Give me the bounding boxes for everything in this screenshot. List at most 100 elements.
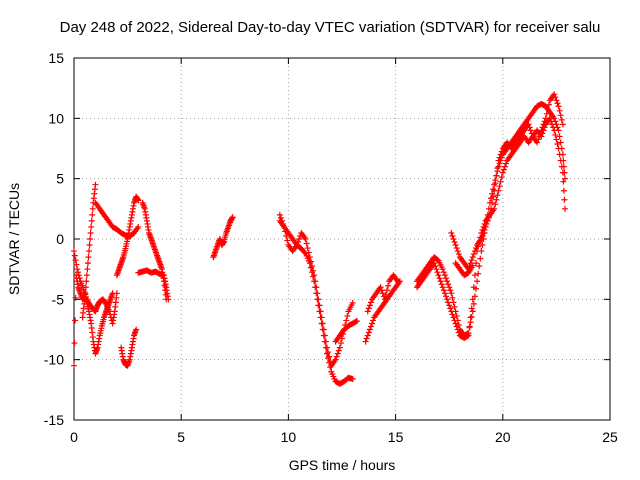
data-point bbox=[89, 211, 96, 218]
series-seg3b bbox=[276, 211, 356, 369]
data-point bbox=[135, 197, 142, 204]
data-point bbox=[453, 323, 460, 330]
data-point bbox=[555, 145, 562, 152]
plot-frame bbox=[73, 57, 611, 421]
data-point bbox=[87, 229, 94, 236]
data-point bbox=[440, 287, 447, 294]
series-seg1c bbox=[79, 181, 99, 321]
data-point bbox=[442, 275, 449, 282]
data-point bbox=[439, 266, 446, 273]
data-point bbox=[496, 154, 503, 161]
data-point bbox=[440, 269, 447, 276]
y-tick-label: -5 bbox=[52, 291, 65, 307]
data-point bbox=[362, 338, 369, 345]
data-point bbox=[87, 236, 94, 242]
data-point bbox=[317, 308, 324, 315]
data-point bbox=[343, 317, 350, 324]
data-point bbox=[448, 290, 455, 297]
data-point bbox=[71, 252, 78, 259]
data-point bbox=[73, 261, 80, 268]
data-point bbox=[549, 121, 556, 128]
data-point bbox=[454, 326, 461, 333]
data-point bbox=[468, 313, 475, 320]
data-point bbox=[497, 178, 504, 185]
x-tick-label: 20 bbox=[495, 429, 511, 445]
data-point bbox=[538, 127, 545, 134]
data-point bbox=[450, 314, 457, 321]
series-seg4b bbox=[364, 272, 401, 315]
data-point bbox=[283, 232, 290, 239]
series-seg2 bbox=[210, 214, 236, 261]
data-point bbox=[556, 151, 563, 158]
y-axis-label: SDTVAR / TECUs bbox=[6, 183, 22, 295]
data-point bbox=[473, 260, 479, 267]
data-point bbox=[561, 175, 568, 182]
data-point bbox=[557, 112, 564, 119]
data-point bbox=[277, 214, 284, 221]
data-point bbox=[552, 94, 559, 101]
data-point bbox=[431, 260, 438, 267]
data-point bbox=[481, 226, 488, 233]
data-point bbox=[86, 242, 93, 249]
data-point bbox=[552, 131, 559, 138]
data-point bbox=[323, 344, 330, 351]
data-point bbox=[465, 332, 472, 339]
data-point bbox=[449, 294, 456, 301]
chart-title: Day 248 of 2022, Sidereal Day-to-day VTE… bbox=[60, 19, 601, 36]
data-point bbox=[366, 326, 373, 333]
data-point bbox=[446, 302, 453, 309]
data-point bbox=[468, 257, 475, 264]
data-point bbox=[542, 115, 549, 122]
data-point bbox=[452, 242, 459, 249]
data-point bbox=[354, 318, 361, 325]
data-point bbox=[89, 205, 96, 212]
x-tick-label: 10 bbox=[281, 429, 297, 445]
data-point bbox=[276, 211, 283, 218]
series-seg5a bbox=[414, 100, 568, 339]
series-seg1b bbox=[71, 248, 120, 327]
data-point bbox=[496, 160, 503, 167]
data-point bbox=[557, 139, 564, 146]
y-tick-label: 10 bbox=[48, 110, 64, 126]
data-point bbox=[102, 299, 109, 306]
data-point bbox=[72, 257, 79, 264]
data-point bbox=[561, 205, 568, 212]
data-point bbox=[561, 196, 568, 203]
data-point bbox=[557, 157, 564, 164]
data-point bbox=[308, 263, 315, 270]
data-point bbox=[548, 118, 555, 125]
data-point bbox=[163, 296, 170, 303]
y-tick-label: -10 bbox=[44, 352, 64, 368]
data-point bbox=[312, 278, 319, 285]
data-point bbox=[82, 290, 89, 297]
data-point bbox=[335, 347, 342, 354]
data-point bbox=[448, 229, 455, 236]
data-point bbox=[113, 290, 120, 297]
data-point bbox=[556, 107, 563, 114]
data-point bbox=[482, 223, 489, 230]
data-point bbox=[133, 326, 140, 333]
data-point bbox=[302, 236, 309, 242]
data-point bbox=[365, 305, 372, 312]
data-point bbox=[496, 183, 503, 190]
data-point bbox=[491, 187, 498, 194]
data-point bbox=[494, 165, 501, 172]
data-point bbox=[280, 220, 287, 227]
data-point bbox=[442, 293, 449, 300]
data-point bbox=[326, 353, 333, 360]
data-point bbox=[72, 317, 79, 324]
data-point bbox=[311, 272, 318, 279]
data-point bbox=[539, 124, 546, 131]
data-point bbox=[84, 260, 91, 267]
data-point bbox=[367, 299, 374, 306]
data-point bbox=[473, 245, 479, 252]
data-point bbox=[550, 124, 557, 131]
data-point bbox=[284, 237, 291, 244]
data-point bbox=[451, 317, 458, 324]
data-point bbox=[559, 121, 566, 128]
data-point bbox=[488, 205, 495, 212]
data-point bbox=[553, 136, 560, 143]
x-tick-label: 0 bbox=[70, 429, 78, 445]
data-point bbox=[455, 329, 462, 336]
data-point bbox=[493, 196, 500, 203]
